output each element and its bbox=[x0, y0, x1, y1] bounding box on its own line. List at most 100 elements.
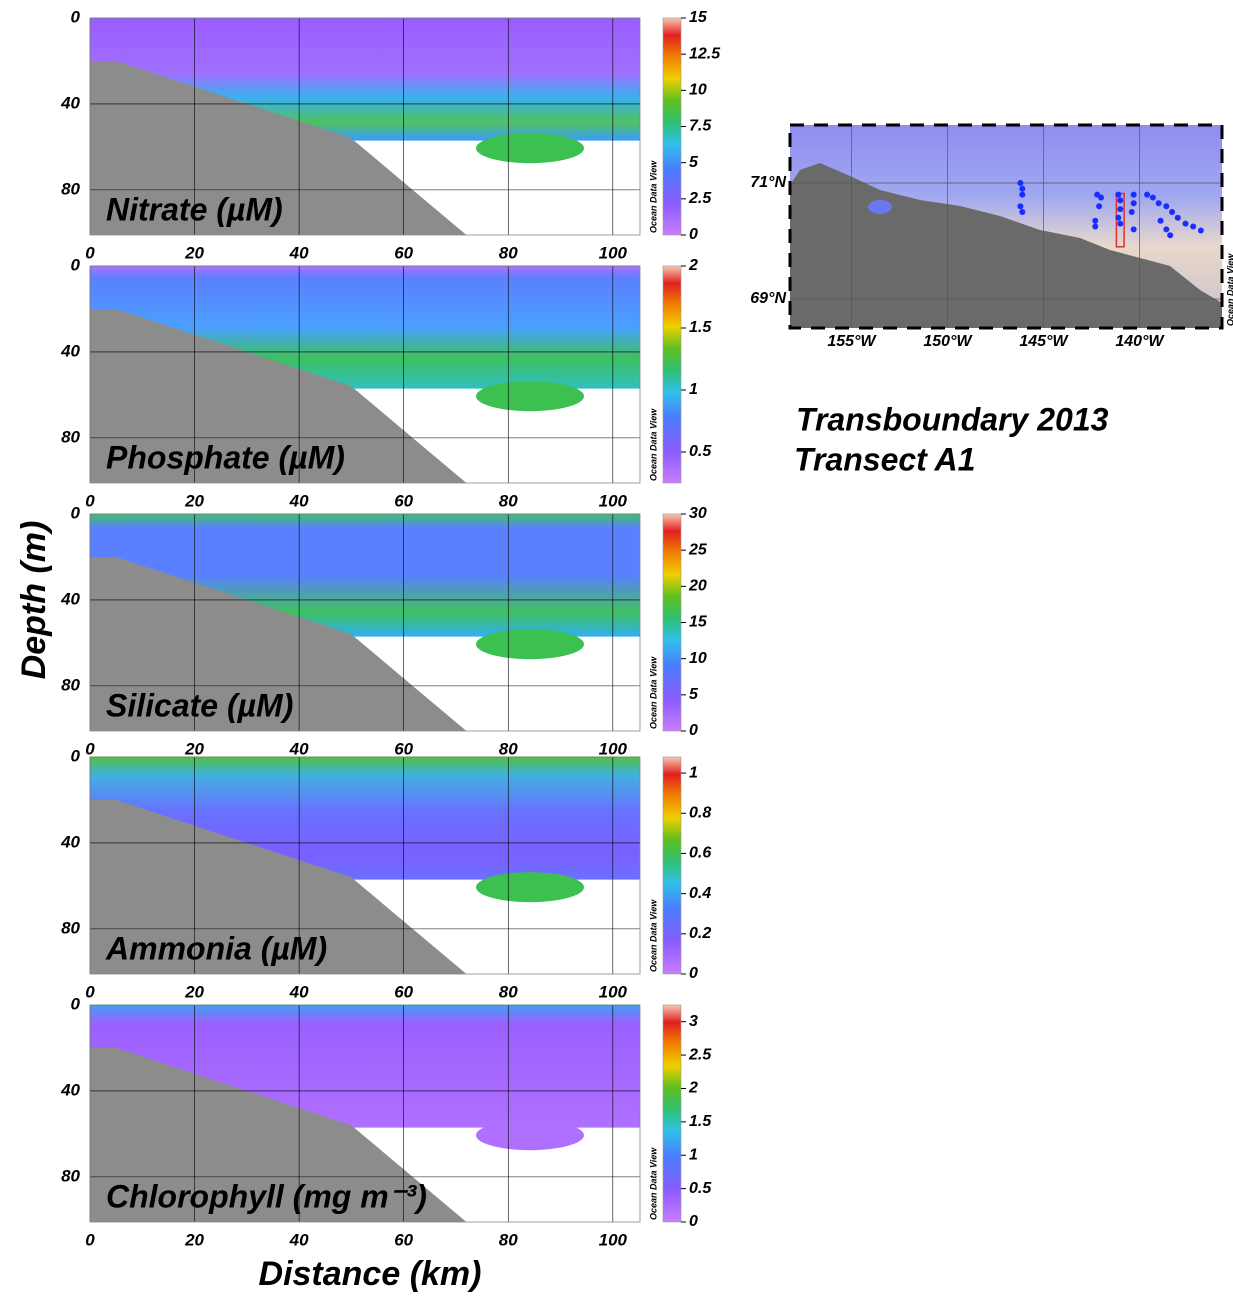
colorbar bbox=[663, 18, 681, 235]
panel-label: Silicate (µM) bbox=[106, 687, 293, 723]
y-tick-label: 0 bbox=[71, 746, 81, 765]
station bbox=[1175, 215, 1181, 221]
colorbar-tick-label: 1 bbox=[689, 1146, 698, 1163]
x-tick-label: 80 bbox=[499, 1230, 518, 1249]
station bbox=[1117, 197, 1123, 203]
watermark: Ocean Data View bbox=[648, 656, 658, 729]
station bbox=[1169, 209, 1175, 215]
colorbar-tick-label: 5 bbox=[689, 686, 699, 703]
data-field bbox=[476, 1120, 584, 1150]
x-tick-label: 60 bbox=[394, 243, 413, 262]
panel-label: Phosphate (µM) bbox=[106, 439, 345, 475]
station bbox=[1115, 215, 1121, 221]
y-tick-label: 40 bbox=[60, 832, 80, 851]
x-tick-label: 20 bbox=[184, 982, 204, 1001]
data-field bbox=[476, 872, 584, 902]
x-tick-label: 80 bbox=[499, 739, 518, 758]
x-tick-label: 60 bbox=[394, 739, 413, 758]
colorbar-tick-label: 25 bbox=[688, 541, 708, 558]
station bbox=[1096, 203, 1102, 209]
colorbar bbox=[663, 514, 681, 731]
colorbar-tick-label: 2 bbox=[688, 257, 698, 274]
colorbar-tick-label: 0.2 bbox=[689, 925, 711, 942]
x-tick-label: 40 bbox=[289, 243, 309, 262]
x-tick-label: 20 bbox=[184, 491, 204, 510]
x-tick-label: 40 bbox=[289, 1230, 309, 1249]
colorbar-tick-label: 3 bbox=[689, 1013, 698, 1030]
watermark: Ocean Data View bbox=[648, 160, 658, 233]
colorbar-tick-label: 0 bbox=[689, 1213, 698, 1230]
x-tick-label: 20 bbox=[184, 243, 204, 262]
colorbar-tick-label: 0.5 bbox=[689, 443, 712, 460]
x-tick-label: 80 bbox=[499, 982, 518, 1001]
station bbox=[1017, 203, 1023, 209]
data-field bbox=[476, 629, 584, 659]
station bbox=[1117, 221, 1123, 227]
colorbar-tick-label: 20 bbox=[688, 578, 707, 595]
colorbar-tick-label: 30 bbox=[689, 505, 707, 522]
colorbar-tick-label: 2 bbox=[688, 1080, 698, 1097]
y-tick-label: 0 bbox=[71, 503, 81, 522]
station bbox=[1115, 192, 1121, 198]
station bbox=[1129, 209, 1135, 215]
y-axis-title: Depth (m) bbox=[15, 521, 53, 680]
colorbar-tick-label: 0.5 bbox=[689, 1180, 712, 1197]
y-tick-label: 80 bbox=[61, 918, 80, 937]
colorbar bbox=[663, 1005, 681, 1222]
x-tick-label: 100 bbox=[599, 739, 628, 758]
x-tick-label: 20 bbox=[184, 1230, 204, 1249]
x-tick-label: 80 bbox=[499, 491, 518, 510]
x-tick-label: 100 bbox=[599, 982, 628, 1001]
station bbox=[1198, 228, 1204, 234]
y-tick-label: 69°N bbox=[750, 290, 786, 307]
data-field bbox=[476, 381, 584, 411]
colorbar-tick-label: 15 bbox=[689, 614, 708, 631]
data-field bbox=[476, 133, 584, 163]
colorbar-tick-label: 2.5 bbox=[688, 1046, 712, 1063]
map-background bbox=[790, 125, 1222, 328]
colorbar-tick-label: 12.5 bbox=[689, 45, 721, 62]
station bbox=[1117, 206, 1123, 212]
y-tick-label: 80 bbox=[61, 1166, 80, 1185]
colorbar-tick-label: 0.4 bbox=[689, 885, 711, 902]
station bbox=[1156, 200, 1162, 206]
colorbar-tick-label: 0 bbox=[689, 722, 698, 739]
map-title: Transboundary 2013 bbox=[796, 401, 1109, 437]
y-tick-label: 71°N bbox=[750, 174, 786, 191]
x-tick-label: 40 bbox=[289, 982, 309, 1001]
station bbox=[1019, 209, 1025, 215]
station bbox=[1183, 221, 1189, 227]
y-tick-label: 40 bbox=[60, 589, 80, 608]
colorbar-tick-label: 0 bbox=[689, 226, 698, 243]
y-tick-label: 40 bbox=[60, 1080, 80, 1099]
station bbox=[1019, 192, 1025, 198]
x-tick-label: 145°W bbox=[1019, 333, 1069, 350]
y-tick-label: 0 bbox=[71, 7, 81, 26]
x-tick-label: 100 bbox=[599, 1230, 628, 1249]
x-tick-label: 0 bbox=[85, 491, 95, 510]
x-axis-title: Distance (km) bbox=[259, 1255, 482, 1293]
colorbar-tick-label: 15 bbox=[689, 9, 708, 26]
panel-label: Ammonia (µM) bbox=[105, 930, 327, 966]
colorbar-tick-label: 2.5 bbox=[688, 190, 712, 207]
y-tick-label: 0 bbox=[71, 994, 81, 1013]
x-tick-label: 0 bbox=[85, 982, 95, 1001]
colorbar-tick-label: 0 bbox=[689, 965, 698, 982]
x-tick-label: 60 bbox=[394, 982, 413, 1001]
station bbox=[1131, 200, 1137, 206]
station bbox=[1092, 218, 1098, 224]
x-tick-label: 150°W bbox=[923, 333, 973, 350]
station bbox=[1190, 224, 1196, 230]
x-tick-label: 100 bbox=[599, 491, 628, 510]
x-tick-label: 155°W bbox=[827, 333, 877, 350]
y-tick-label: 40 bbox=[60, 341, 80, 360]
x-tick-label: 40 bbox=[289, 739, 309, 758]
colorbar-tick-label: 0.8 bbox=[689, 804, 711, 821]
colorbar bbox=[663, 757, 681, 974]
x-tick-label: 0 bbox=[85, 1230, 95, 1249]
station bbox=[1150, 195, 1156, 201]
panel-label: Chlorophyll (mg m⁻³) bbox=[106, 1178, 427, 1214]
station bbox=[1158, 218, 1164, 224]
y-tick-label: 80 bbox=[61, 427, 80, 446]
watermark: Ocean Data View bbox=[648, 899, 658, 972]
